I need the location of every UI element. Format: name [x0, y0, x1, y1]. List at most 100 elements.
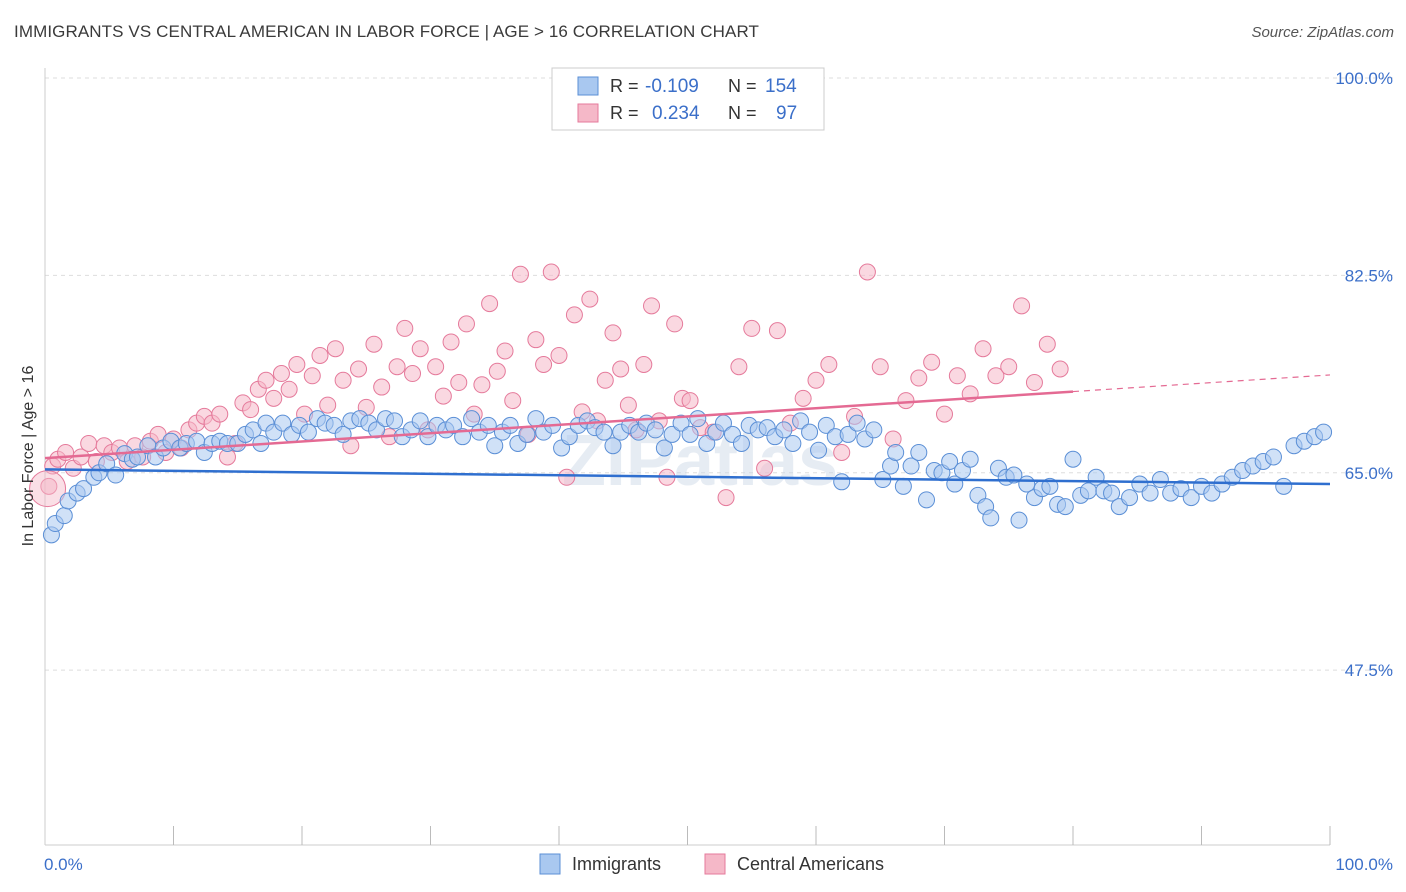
immigrants-point	[1315, 423, 1333, 441]
central-americans-point	[550, 346, 568, 364]
central-americans-point	[858, 263, 876, 281]
immigrants-point	[1056, 498, 1074, 516]
immigrants-point	[454, 428, 472, 446]
central-americans-point	[280, 380, 298, 398]
central-americans-point	[542, 263, 560, 281]
immigrants-point	[865, 421, 883, 439]
immigrants-point	[887, 443, 905, 461]
immigrants-point	[501, 416, 519, 434]
central-americans-point	[450, 374, 468, 392]
central-americans-point	[1038, 335, 1056, 353]
central-americans-point	[619, 396, 637, 414]
central-americans-point	[974, 340, 992, 358]
source-label: Source: ZipAtlas.com	[1251, 24, 1394, 41]
central-americans-point	[666, 315, 684, 333]
central-americans-point	[1051, 360, 1069, 378]
x-tick-label: 100.0%	[1335, 855, 1393, 874]
central-americans-point	[288, 355, 306, 373]
immigrants-point	[411, 412, 429, 430]
central-americans-point	[756, 459, 774, 477]
central-americans-point	[558, 468, 576, 486]
central-americans-point	[404, 365, 422, 383]
central-americans-point	[365, 335, 383, 353]
immigrants-point	[982, 509, 1000, 527]
tick-labels: 47.5% 65.0% 82.5% 100.0% 0.0% 100.0%	[44, 69, 1393, 874]
immigrants-point	[817, 416, 835, 434]
legend-r-label-2: R =	[610, 103, 639, 123]
central-americans-point	[730, 358, 748, 376]
central-americans-point	[596, 371, 614, 389]
legend-n-label-1: N =	[728, 76, 757, 96]
central-americans-point	[910, 369, 928, 387]
legend-bottom-label-central-americans: Central Americans	[737, 854, 884, 874]
legend-swatch-immigrants	[577, 76, 599, 96]
immigrants-point	[1275, 477, 1293, 495]
immigrants-point	[681, 425, 699, 443]
central-americans-point	[442, 333, 460, 351]
central-americans-point	[427, 358, 445, 376]
chart-title: IMMIGRANTS VS CENTRAL AMERICAN IN LABOR …	[14, 22, 759, 41]
immigrants-point	[75, 480, 93, 498]
central-americans-point	[265, 389, 283, 407]
central-americans-point	[350, 360, 368, 378]
legend-n-value-2: 97	[776, 103, 797, 124]
central-americans-point	[527, 331, 545, 349]
immigrants-point	[368, 421, 386, 439]
immigrants-point	[98, 455, 116, 473]
central-americans-point	[311, 346, 329, 364]
immigrants-point	[910, 443, 928, 461]
immigrants-point	[918, 491, 936, 509]
immigrants-point	[902, 457, 920, 475]
central-americans-point	[768, 322, 786, 340]
central-americans-point	[833, 443, 851, 461]
central-americans-point	[40, 477, 58, 495]
immigrants-point	[1264, 448, 1282, 466]
central-americans-point	[319, 396, 337, 414]
central-americans-point	[936, 405, 953, 423]
immigrants-point	[961, 450, 979, 468]
immigrants-point	[55, 507, 73, 525]
immigrants-point	[792, 412, 810, 430]
central-americans-point	[496, 342, 514, 360]
central-americans-point	[820, 355, 838, 373]
central-americans-point	[434, 387, 452, 405]
legend-r-value-2: 0.234	[652, 103, 700, 124]
immigrants-point	[839, 425, 857, 443]
central-americans-point	[923, 353, 941, 371]
immigrants-point	[604, 437, 622, 455]
immigrants-trend-line	[44, 468, 1331, 486]
central-americans-point	[242, 401, 260, 419]
central-americans-point	[326, 340, 344, 358]
legend-n-value-1: 154	[765, 76, 797, 97]
immigrants-point	[1121, 489, 1139, 507]
legend-bottom-swatch-immigrants	[539, 853, 561, 875]
legend-swatch-central-americans	[577, 103, 599, 123]
immigrants-point	[784, 434, 802, 452]
central-americans-point	[535, 355, 553, 373]
central-americans-point	[303, 367, 321, 385]
legend-bottom: Immigrants Central Americans	[539, 853, 884, 875]
central-americans-point	[612, 360, 630, 378]
legend-bottom-label-immigrants: Immigrants	[572, 854, 661, 874]
immigrants-point	[646, 421, 664, 439]
y-axis-label: In Labor Force | Age > 16	[20, 366, 37, 547]
immigrants-point	[486, 437, 504, 455]
central-americans-point	[504, 392, 522, 410]
central-americans-point	[565, 306, 583, 324]
y-tick-label: 82.5%	[1345, 266, 1393, 285]
central-americans-point	[80, 434, 98, 452]
immigrants-point	[1064, 450, 1082, 468]
central-americans-point	[481, 295, 499, 313]
central-americans-point	[794, 389, 812, 407]
central-americans-point	[635, 355, 653, 373]
central-americans-point	[457, 315, 475, 333]
central-americans-point	[257, 371, 275, 389]
immigrants-point	[775, 421, 793, 439]
y-tick-label: 65.0%	[1345, 464, 1393, 483]
immigrants-point	[595, 423, 613, 441]
central-americans-point	[211, 405, 229, 423]
central-americans-trend-extension	[1072, 374, 1331, 393]
immigrants-point	[941, 453, 959, 470]
central-americans-point	[488, 362, 506, 380]
